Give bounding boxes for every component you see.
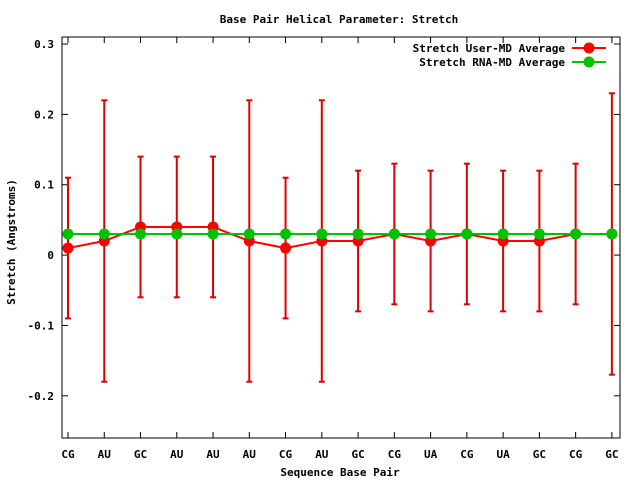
plot-area: [61, 36, 621, 439]
data-point-1: [207, 228, 219, 240]
y-tick-label: 0: [47, 249, 54, 262]
x-tick-label: CG: [569, 448, 583, 461]
data-point-1: [243, 228, 255, 240]
series-line-0: [67, 225, 612, 250]
data-point-1: [388, 228, 400, 240]
y-tick-label: -0.1: [28, 319, 55, 332]
data-point-1: [135, 228, 147, 240]
legend-label-0: Stretch User-MD Average: [413, 42, 566, 55]
x-tick-label: CG: [61, 448, 75, 461]
data-point-1: [606, 228, 618, 240]
series-points: [62, 221, 618, 254]
data-point-1: [461, 228, 473, 240]
x-tick-label: AU: [170, 448, 184, 461]
y-tick-label: 0.3: [34, 38, 54, 51]
x-tick-label: AU: [243, 448, 257, 461]
data-point-1: [171, 228, 183, 240]
x-tick-label: GC: [533, 448, 546, 461]
x-tick-label: AU: [206, 448, 220, 461]
data-point-1: [425, 228, 437, 240]
legend-marker-0: [583, 42, 595, 54]
data-point-0: [62, 242, 74, 254]
data-point-1: [352, 228, 364, 240]
data-point-0: [280, 242, 292, 254]
error-bars: [65, 92, 615, 383]
legend-label-1: Stretch RNA-MD Average: [419, 56, 565, 69]
legend-marker-1: [583, 56, 595, 68]
chart-title: Base Pair Helical Parameter: Stretch: [220, 13, 458, 26]
x-axis: CG AU GC AU AU AU CG AU GC CG UA CG UA GC CG GC: [61, 37, 619, 461]
data-point-1: [62, 228, 74, 240]
data-point-1: [316, 228, 328, 240]
data-point-1: [98, 228, 110, 240]
data-point-1: [533, 228, 545, 240]
data-point-1: [497, 228, 509, 240]
x-tick-label: CG: [279, 448, 293, 461]
x-tick-label: AU: [98, 448, 112, 461]
x-tick-label: GC: [605, 448, 618, 461]
x-tick-label: CG: [460, 448, 474, 461]
y-axis: -0.2 -0.1 0 0.1 0.2 0.3: [28, 38, 620, 403]
x-tick-label: CG: [388, 448, 402, 461]
x-tick-label: GC: [134, 448, 147, 461]
data-point-1: [280, 228, 292, 240]
y-tick-label: 0.1: [34, 179, 54, 192]
data-point-1: [570, 228, 582, 240]
y-tick-label: -0.2: [28, 390, 55, 403]
series-lines: [67, 225, 612, 250]
x-axis-label: Sequence Base Pair: [280, 466, 400, 479]
x-tick-label: AU: [315, 448, 329, 461]
y-tick-label: 0.2: [34, 108, 54, 121]
x-tick-label: UA: [496, 448, 510, 461]
x-tick-label: GC: [351, 448, 364, 461]
y-axis-label: Stretch (Angstroms): [5, 179, 18, 305]
x-tick-label: UA: [424, 448, 438, 461]
